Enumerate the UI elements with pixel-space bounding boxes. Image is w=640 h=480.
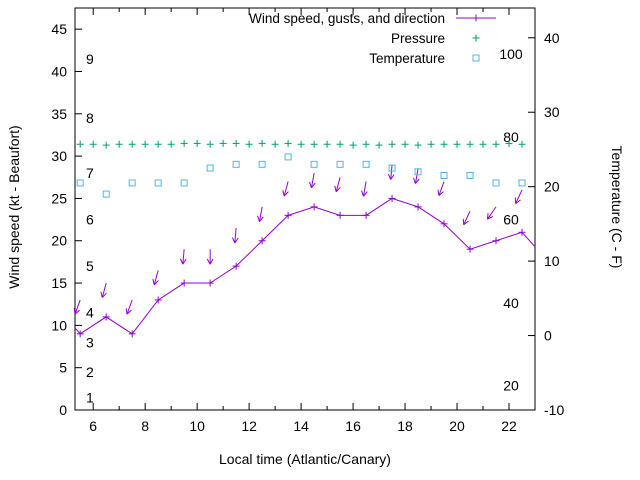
legend: Wind speed, gusts, and direction Pressur… [249, 8, 498, 68]
x-axis-label: Local time (Atlantic/Canary) [219, 451, 391, 467]
svg-text:5: 5 [86, 258, 94, 274]
svg-text:25: 25 [51, 190, 67, 206]
svg-text:10: 10 [544, 253, 560, 269]
svg-text:2: 2 [86, 364, 94, 380]
svg-text:18: 18 [397, 418, 413, 434]
y-axis-label-left: Wind speed (kt - Beaufort) [6, 125, 22, 289]
svg-text:40: 40 [544, 30, 560, 46]
svg-text:8: 8 [141, 418, 149, 434]
svg-text:3: 3 [86, 334, 94, 350]
svg-text:15: 15 [51, 275, 67, 291]
legend-pressure-plus-icon [472, 34, 480, 42]
svg-text:20: 20 [503, 377, 519, 393]
svg-text:-10: -10 [544, 402, 564, 418]
svg-text:40: 40 [503, 295, 519, 311]
svg-text:30: 30 [51, 148, 67, 164]
svg-text:5: 5 [59, 360, 67, 376]
svg-text:0: 0 [544, 328, 552, 344]
svg-text:35: 35 [51, 106, 67, 122]
svg-text:14: 14 [293, 418, 309, 434]
legend-item-wind: Wind speed, gusts, and direction [249, 8, 498, 28]
svg-text:9: 9 [86, 51, 94, 67]
svg-text:45: 45 [51, 21, 67, 37]
svg-text:20: 20 [449, 418, 465, 434]
svg-text:30: 30 [544, 104, 560, 120]
svg-text:0: 0 [59, 402, 67, 418]
legend-wind-line-icon [456, 14, 496, 22]
svg-text:6: 6 [89, 418, 97, 434]
svg-text:80: 80 [503, 129, 519, 145]
legend-item-temperature: Temperature [249, 48, 498, 68]
svg-text:6: 6 [86, 212, 94, 228]
svg-text:100: 100 [499, 46, 523, 62]
svg-text:12: 12 [241, 418, 257, 434]
svg-text:8: 8 [86, 110, 94, 126]
svg-text:20: 20 [51, 233, 67, 249]
svg-text:20: 20 [544, 179, 560, 195]
svg-text:1: 1 [86, 389, 94, 405]
legend-label-temperature: Temperature [369, 50, 445, 66]
svg-text:7: 7 [86, 165, 94, 181]
svg-text:10: 10 [51, 317, 67, 333]
legend-label-pressure: Pressure [390, 30, 445, 46]
svg-text:4: 4 [86, 305, 94, 321]
svg-text:40: 40 [51, 63, 67, 79]
svg-text:10: 10 [189, 418, 205, 434]
y-axis-label-right: Temperature (C - F) [609, 145, 625, 269]
legend-item-pressure: Pressure [249, 28, 498, 48]
svg-text:22: 22 [501, 418, 517, 434]
legend-temperature-square-icon [472, 54, 480, 62]
svg-text:16: 16 [345, 418, 361, 434]
legend-label-wind: Wind speed, gusts, and direction [249, 10, 445, 26]
svg-text:60: 60 [503, 211, 519, 227]
